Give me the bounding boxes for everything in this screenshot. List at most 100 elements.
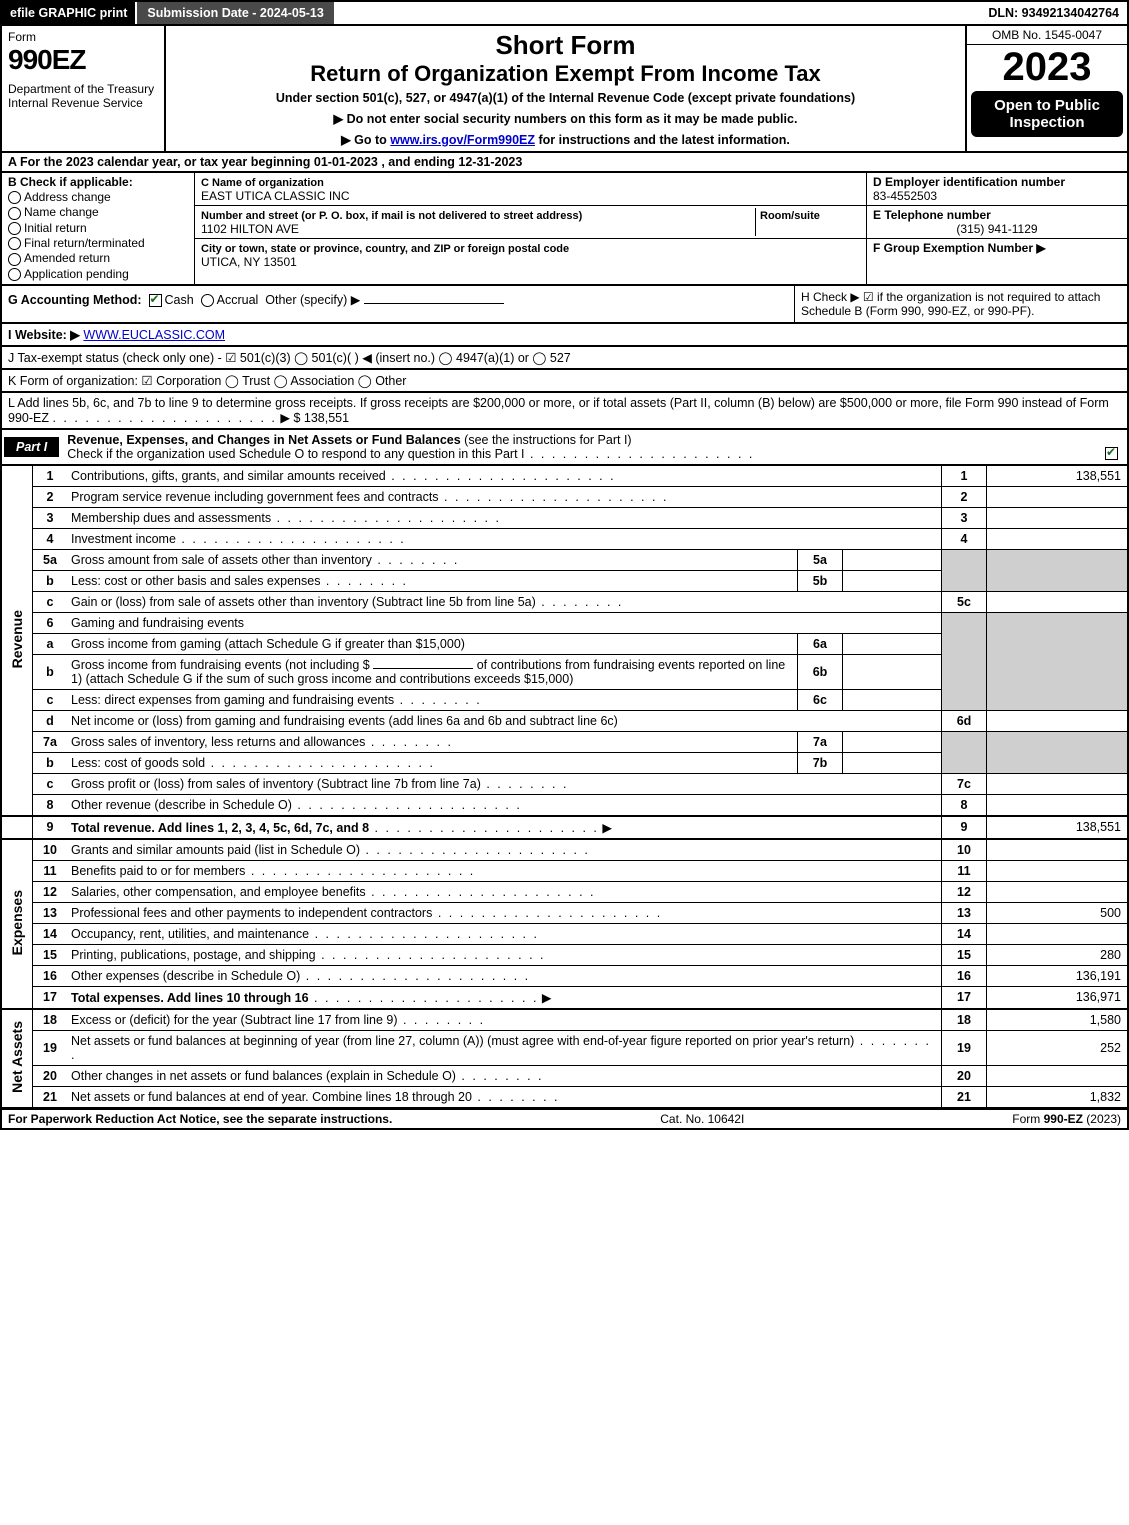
arrow-17: ▶: [542, 991, 552, 1005]
desc-5b: Less: cost or other basis and sales expe…: [71, 574, 320, 588]
subv-6a: [843, 633, 942, 654]
rn-15: 15: [942, 944, 987, 965]
rn-1: 1: [942, 466, 987, 487]
ln-6d: d: [33, 710, 68, 731]
val-13: 500: [987, 902, 1129, 923]
website-label: I Website: ▶: [8, 328, 80, 342]
part-i-instr: (see the instructions for Part I): [461, 433, 632, 447]
goto-line: ▶ Go to www.irs.gov/Form990EZ for instru…: [176, 132, 955, 147]
ein: 83-4552503: [873, 189, 937, 203]
part-i-header: Part I Revenue, Expenses, and Changes in…: [0, 430, 1129, 466]
rn-21: 21: [942, 1086, 987, 1108]
cb-application-pending[interactable]: Application pending: [8, 267, 188, 281]
val-10: [987, 839, 1129, 861]
part-i-title: Revenue, Expenses, and Changes in Net As…: [67, 433, 460, 447]
cb-schedule-o[interactable]: [1105, 447, 1118, 460]
desc-3: Membership dues and assessments: [71, 511, 271, 525]
val-6d: [987, 710, 1129, 731]
efile-print-button[interactable]: efile GRAPHIC print: [2, 2, 137, 24]
subv-5b: [843, 570, 942, 591]
ln-10: 10: [33, 839, 68, 861]
subv-7b: [843, 752, 942, 773]
cb-accrual[interactable]: [201, 294, 214, 307]
desc-6: Gaming and fundraising events: [71, 616, 244, 630]
rn-18: 18: [942, 1009, 987, 1031]
ln-7b: b: [33, 752, 68, 773]
under-section: Under section 501(c), 527, or 4947(a)(1)…: [176, 91, 955, 105]
subv-6b: [843, 654, 942, 689]
cb-address-change[interactable]: Address change: [8, 190, 188, 204]
desc-20: Other changes in net assets or fund bala…: [71, 1069, 456, 1083]
val-17: 136,971: [987, 986, 1129, 1009]
l-amount: 138,551: [304, 411, 349, 425]
rn-16: 16: [942, 965, 987, 986]
rn-3: 3: [942, 507, 987, 528]
ln-21: 21: [33, 1086, 68, 1108]
cb-initial-return[interactable]: Initial return: [8, 221, 188, 235]
desc-7c: Gross profit or (loss) from sales of inv…: [71, 777, 481, 791]
desc-14: Occupancy, rent, utilities, and maintena…: [71, 927, 309, 941]
top-bar: efile GRAPHIC print Submission Date - 20…: [0, 0, 1129, 24]
val-21: 1,832: [987, 1086, 1129, 1108]
ln-14: 14: [33, 923, 68, 944]
g-label: G Accounting Method:: [8, 293, 142, 307]
sub-6c: 6c: [798, 689, 843, 710]
ln-9: 9: [33, 816, 68, 839]
desc-6c: Less: direct expenses from gaming and fu…: [71, 693, 394, 707]
val-12: [987, 881, 1129, 902]
submission-date: Submission Date - 2024-05-13: [137, 2, 333, 24]
rn-7c: 7c: [942, 773, 987, 794]
desc-10: Grants and similar amounts paid (list in…: [71, 843, 360, 857]
part-i-check: Check if the organization used Schedule …: [67, 447, 524, 461]
cat-no: Cat. No. 10642I: [660, 1112, 744, 1126]
subv-5a: [843, 549, 942, 570]
desc-13: Professional fees and other payments to …: [71, 906, 432, 920]
expenses-label: Expenses: [9, 890, 25, 955]
desc-21: Net assets or fund balances at end of ye…: [71, 1090, 472, 1104]
cb-name-change[interactable]: Name change: [8, 205, 188, 219]
ln-20: 20: [33, 1065, 68, 1086]
group-exemption-label: F Group Exemption Number ▶: [873, 241, 1046, 255]
subv-6c: [843, 689, 942, 710]
irs-link[interactable]: www.irs.gov/Form990EZ: [390, 133, 535, 147]
sub-6b: 6b: [798, 654, 843, 689]
cb-cash[interactable]: [149, 294, 162, 307]
ln-17: 17: [33, 986, 68, 1009]
l-arrow: ▶ $: [280, 411, 300, 425]
ln-5c: c: [33, 591, 68, 612]
arrow-9: ▶: [602, 821, 612, 835]
ln-4: 4: [33, 528, 68, 549]
desc-6b: Gross income from fundraising events (no…: [71, 658, 370, 672]
val-20: [987, 1065, 1129, 1086]
desc-12: Salaries, other compensation, and employ…: [71, 885, 366, 899]
b-label: B Check if applicable:: [8, 175, 188, 189]
ln-6a: a: [33, 633, 68, 654]
desc-18: Excess or (deficit) for the year (Subtra…: [71, 1013, 398, 1027]
rn-5c: 5c: [942, 591, 987, 612]
subv-7a: [843, 731, 942, 752]
desc-19: Net assets or fund balances at beginning…: [71, 1034, 854, 1048]
desc-15: Printing, publications, postage, and shi…: [71, 948, 316, 962]
website-link[interactable]: WWW.EUCLASSIC.COM: [83, 328, 225, 342]
room-label: Room/suite: [760, 210, 820, 222]
row-l-gross-receipts: L Add lines 5b, 6c, and 7b to line 9 to …: [0, 393, 1129, 430]
val-16: 136,191: [987, 965, 1129, 986]
ln-11: 11: [33, 860, 68, 881]
tel-label: E Telephone number: [873, 208, 991, 222]
rn-9: 9: [942, 816, 987, 839]
rn-19: 19: [942, 1030, 987, 1065]
rn-13: 13: [942, 902, 987, 923]
val-14: [987, 923, 1129, 944]
telephone: (315) 941-1129: [873, 222, 1121, 236]
part-i-table: Revenue 1 Contributions, gifts, grants, …: [0, 466, 1129, 1109]
cb-amended-return[interactable]: Amended return: [8, 251, 188, 265]
rn-14: 14: [942, 923, 987, 944]
val-9: 138,551: [987, 816, 1129, 839]
accrual-label: Accrual: [217, 293, 259, 307]
rn-4: 4: [942, 528, 987, 549]
other-label: Other (specify) ▶: [265, 293, 360, 307]
block-bcdef: B Check if applicable: Address change Na…: [0, 173, 1129, 286]
ln-15: 15: [33, 944, 68, 965]
rn-8: 8: [942, 794, 987, 816]
cb-final-return[interactable]: Final return/terminated: [8, 236, 188, 250]
